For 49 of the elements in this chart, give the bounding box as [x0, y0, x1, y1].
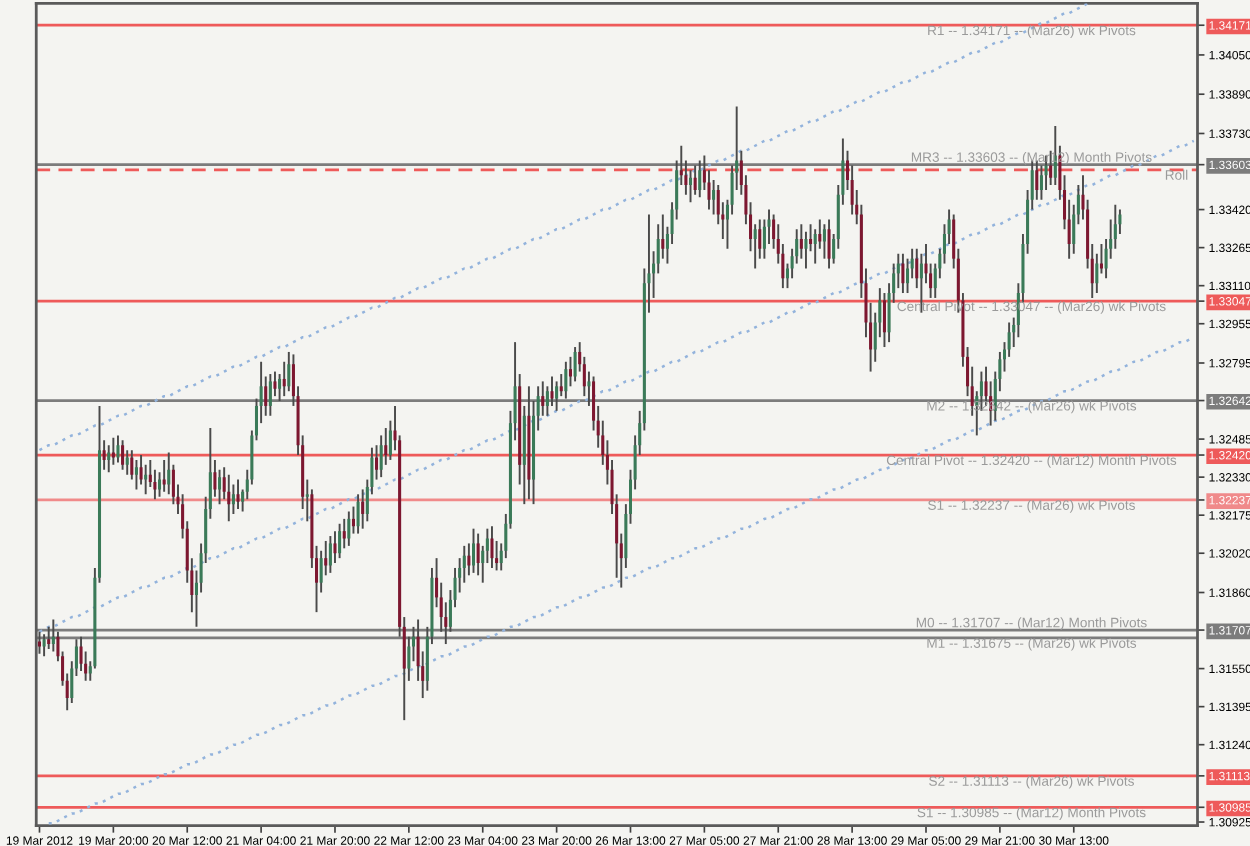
candlestick: [236, 478, 240, 511]
candlestick: [901, 252, 905, 294]
candlestick: [47, 625, 51, 650]
candlestick: [167, 451, 171, 496]
candlestick: [338, 522, 342, 560]
candlestick: [116, 434, 120, 464]
candlestick: [799, 223, 803, 260]
candlestick: [490, 525, 494, 569]
candlestick: [231, 483, 235, 515]
candlestick: [804, 230, 808, 270]
candlestick: [906, 257, 910, 294]
candlestick: [42, 633, 46, 658]
candlestick: [333, 530, 337, 565]
candlestick: [134, 458, 138, 491]
candlestick: [79, 635, 83, 673]
candlestick: [268, 373, 272, 417]
candlestick: [153, 468, 157, 501]
candlestick: [121, 439, 125, 471]
candlestick: [37, 630, 42, 655]
candlestick: [698, 159, 702, 199]
candlestick: [347, 510, 351, 547]
candlestick: [564, 360, 568, 400]
candlestick: [919, 252, 923, 314]
candlestick: [356, 493, 360, 535]
candlestick: [51, 618, 55, 653]
line-series: [47, 335, 1196, 825]
candlestick: [139, 454, 143, 486]
candlestick: [476, 532, 480, 577]
line-series: [38, 139, 1196, 634]
candlestick: [328, 535, 332, 574]
candlestick: [130, 449, 134, 481]
candlestick: [573, 346, 577, 383]
candlestick: [107, 444, 111, 474]
candlestick: [144, 463, 148, 496]
candlestick: [1039, 164, 1043, 201]
candlestick: [282, 360, 286, 398]
candlestick: [1095, 252, 1099, 294]
candlestick: [379, 434, 383, 479]
candlestick: [218, 468, 222, 506]
candlestick: [555, 380, 559, 412]
candlestick: [471, 527, 476, 574]
candlestick: [693, 164, 697, 196]
candlestick: [827, 218, 831, 270]
candlestick: [762, 218, 766, 260]
candlestick: [758, 218, 762, 260]
candlestick: [822, 223, 826, 260]
candlestick: [342, 517, 346, 550]
candlestick: [361, 488, 365, 530]
candlestick: [227, 473, 231, 523]
